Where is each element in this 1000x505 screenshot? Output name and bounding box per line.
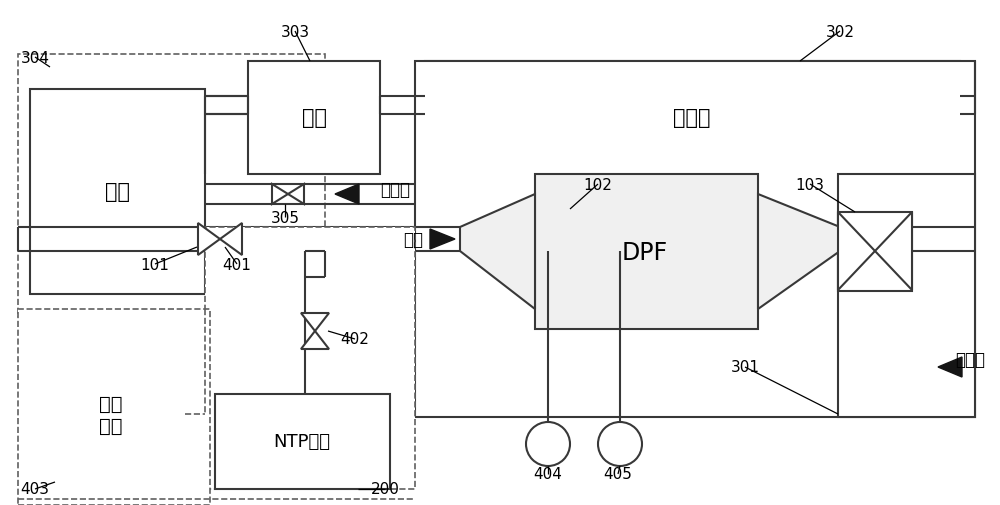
Text: 控制
模块: 控制 模块 <box>99 394 123 435</box>
Text: 气体: 气体 <box>403 231 423 248</box>
Bar <box>38 339 185 489</box>
Text: 散热器: 散热器 <box>673 108 711 128</box>
Bar <box>205 228 415 489</box>
Polygon shape <box>875 213 912 290</box>
Text: DPF: DPF <box>622 240 668 265</box>
Polygon shape <box>938 358 962 377</box>
Polygon shape <box>288 185 304 205</box>
Text: 302: 302 <box>825 24 854 39</box>
Bar <box>838 175 975 417</box>
Polygon shape <box>838 213 875 290</box>
Text: 405: 405 <box>604 467 632 482</box>
Polygon shape <box>430 230 455 249</box>
Text: 304: 304 <box>21 50 50 65</box>
Bar <box>18 55 325 317</box>
Text: 303: 303 <box>280 24 310 39</box>
Polygon shape <box>220 224 242 256</box>
Text: NTP系统: NTP系统 <box>274 432 331 450</box>
Polygon shape <box>335 185 359 205</box>
Text: 402: 402 <box>341 332 369 347</box>
Text: 101: 101 <box>141 257 169 272</box>
Bar <box>30 90 205 294</box>
Polygon shape <box>272 185 288 205</box>
Bar <box>535 175 758 329</box>
Bar <box>838 213 912 291</box>
Polygon shape <box>301 331 329 349</box>
Bar <box>215 394 390 489</box>
Text: 404: 404 <box>534 467 562 482</box>
Bar <box>18 310 210 505</box>
Text: 102: 102 <box>584 177 612 192</box>
Text: 305: 305 <box>271 210 300 225</box>
Text: 301: 301 <box>730 360 760 375</box>
Text: 水箱: 水箱 <box>105 182 130 201</box>
Bar <box>425 62 960 175</box>
Polygon shape <box>758 194 840 310</box>
Text: 401: 401 <box>223 257 251 272</box>
Text: 200: 200 <box>371 482 399 496</box>
Text: 103: 103 <box>795 177 824 192</box>
Polygon shape <box>460 194 535 310</box>
Bar <box>248 62 380 175</box>
Text: 热介质: 热介质 <box>955 350 985 368</box>
Text: 水泵: 水泵 <box>302 108 327 128</box>
Polygon shape <box>301 314 329 331</box>
Text: 403: 403 <box>21 482 50 496</box>
Polygon shape <box>198 224 220 256</box>
Bar <box>415 62 975 417</box>
Text: 热介质: 热介质 <box>380 181 410 198</box>
